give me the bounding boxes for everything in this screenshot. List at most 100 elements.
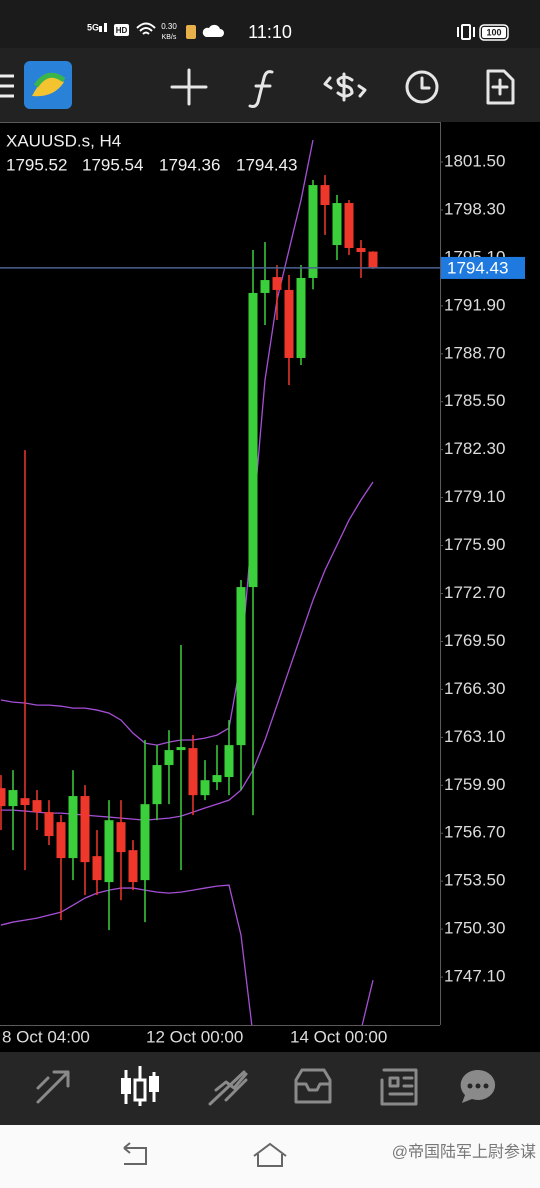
app-logo-mark [33,72,66,88]
band-line [0,884,374,1025]
candle-body [68,796,78,859]
plot-area [0,139,440,1025]
ohlc-close: 1794.43 [236,155,297,174]
history-tab[interactable] [294,1068,332,1104]
candle-body [20,798,30,806]
candle-body [164,750,174,766]
ohlc-open: 1795.52 [6,155,67,174]
vibrate-icon [457,27,475,37]
candle-body [128,850,138,883]
messages-tab-dot [483,1083,489,1089]
y-tick-label: 1772.70 [444,583,505,602]
candle-body [140,804,150,881]
time: 11:10 [248,22,292,42]
y-tick-label: 1750.30 [444,919,505,938]
system-nav-bar [0,1125,540,1188]
candle-body [92,856,102,881]
price-label-box [441,256,525,279]
y-tick-label: 1791.90 [444,295,505,314]
candle-body [296,277,306,358]
candle-body [332,203,342,246]
x-tick-label: 8 Oct 04:00 [2,1027,90,1046]
tab-bar [0,1052,540,1125]
speed: 0.30 [161,22,177,31]
candle-body [116,822,126,853]
candle-body [260,280,270,293]
trade-button[interactable] [323,72,367,102]
candle-body [212,775,222,783]
speed-unit: KB/s [162,34,177,41]
y-tick-label: 1788.70 [444,343,505,362]
x-tick-label: 12 Oct 00:00 [146,1027,243,1046]
y-tick-label: 1756.70 [444,823,505,842]
hd-badge [114,24,129,36]
candle-body [200,780,210,796]
candle-body [8,790,18,807]
hd: HD [116,26,128,35]
battery [479,24,509,41]
candle-body [104,820,114,883]
y-tick-label: 1785.50 [444,391,505,410]
messages-tab-dot [475,1083,481,1089]
y-tick-label: 1747.10 [444,967,505,986]
candle-body [248,292,258,588]
home-button[interactable] [253,1142,287,1167]
signal-icon [104,23,107,32]
candle-body [368,251,378,268]
candle-body [344,203,354,249]
y-tick-label: 1766.30 [444,679,505,698]
chart-tab-icon [133,1078,147,1102]
wifi-icon [136,22,156,35]
candle-body [176,747,186,751]
history-button[interactable] [405,70,439,104]
candle-body [44,812,54,837]
price-label: 1794.43 [447,258,508,277]
signal-icon [99,26,102,32]
ohlc-high: 1795.54 [82,155,143,174]
y-tick-label: 1801.50 [444,151,505,170]
news-tab[interactable] [380,1068,418,1106]
history-icon [420,76,431,90]
menu-button[interactable] [0,74,14,98]
candle-body [224,745,234,778]
candle-body [320,185,330,206]
y-tick-label: 1775.90 [444,535,505,554]
candle-body [56,822,66,859]
candle-body [272,277,282,290]
quotes-tab[interactable] [36,1070,70,1104]
candle-body [236,587,246,746]
chart-tab-icon [121,1078,131,1094]
candle-body [356,248,366,253]
candle-body [152,765,162,805]
trade-tab[interactable] [208,1070,248,1106]
candle-body [32,800,42,813]
cloud-icon [202,24,224,37]
candle-body [284,289,294,358]
chart-tab[interactable] [121,1066,159,1106]
band-line [0,139,314,746]
indicators-button[interactable] [248,70,274,108]
watermark: @帝国陆军上尉参谋 [392,1143,536,1161]
vibrate-icon [461,24,471,40]
y-tick-label: 1798.30 [444,199,505,218]
y-tick-label: 1782.30 [444,439,505,458]
crosshair-button[interactable] [170,68,208,106]
ohlc-low: 1794.36 [159,155,220,174]
y-tick-label: 1763.10 [444,727,505,746]
messages-tab-dot [467,1083,473,1089]
y-tick-label: 1759.90 [444,775,505,794]
y-tick-label: 1769.50 [444,631,505,650]
y-tick-label: 1753.50 [444,871,505,890]
chart-title: XAUUSD.s, H4 [6,131,121,150]
network: 5G [87,22,99,32]
band-line [1,481,374,821]
status-bar [0,0,540,48]
candle-body [308,185,318,278]
x-tick-label: 14 Oct 00:00 [290,1027,387,1046]
candle-body [0,788,6,807]
axes: 1801.501798.301795.101791.901788.701785.… [2,151,525,1046]
new-order-button[interactable] [486,69,515,105]
back-button[interactable] [123,1142,147,1165]
